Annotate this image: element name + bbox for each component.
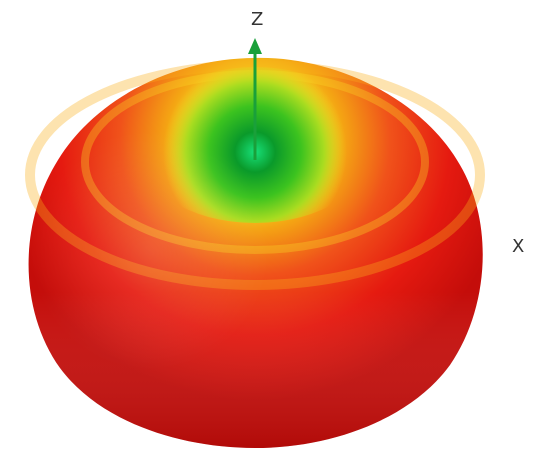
z-axis-label: Z — [251, 9, 263, 30]
x-axis-label: X — [512, 236, 524, 257]
pattern-highlight — [28, 57, 483, 448]
z-axis-arrow — [248, 38, 262, 160]
